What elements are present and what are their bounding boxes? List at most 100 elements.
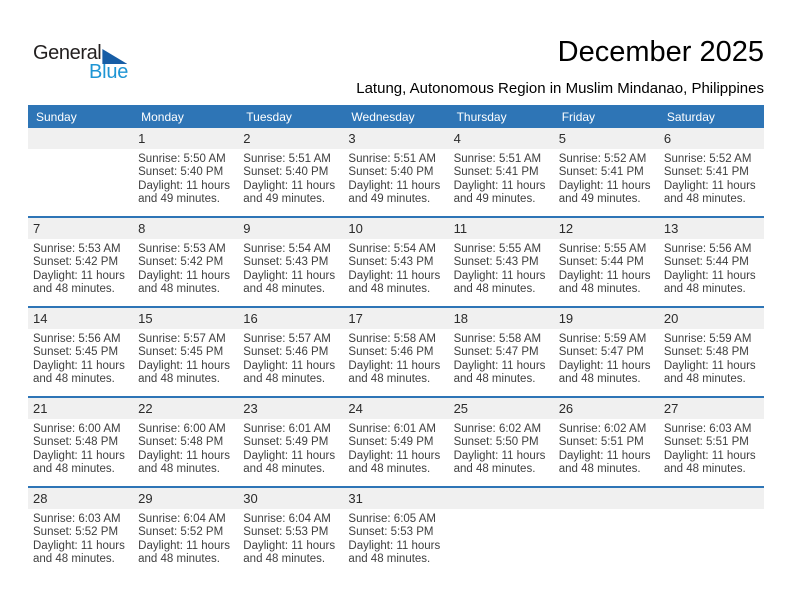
- day-details: Sunrise: 5:51 AM Sunset: 5:40 PM Daylight:…: [343, 149, 448, 207]
- sunrise-text: Sunrise: 6:04 AM: [243, 513, 331, 525]
- sunrise-text: Sunrise: 5:59 AM: [663, 333, 752, 345]
- daylight-b-text: and 48 minutes.: [138, 553, 220, 566]
- day-details: Sunrise: 6:03 AM Sunset: 5:52 PM Daylight:…: [28, 509, 133, 567]
- calendar-week-row: 28 Sunrise: 6:03 AM Sunset: 5:52 PM Dayligh…: [28, 486, 764, 568]
- day-number: 9: [238, 218, 344, 239]
- day-cell-31: 31 Sunrise: 6:05 AM Sunset: 5:53 PM Dayligh…: [343, 488, 449, 568]
- day-details: Sunrise: 6:04 AM Sunset: 5:53 PM Daylight:…: [238, 509, 343, 567]
- day-cell-empty: [658, 488, 764, 568]
- day-cell-19: 19 Sunrise: 5:59 AM Sunset: 5:47 PM Dayligh…: [553, 308, 659, 396]
- sunset-text: Sunset: 5:45 PM: [33, 346, 119, 359]
- daylight-b-text: and 48 minutes.: [33, 463, 115, 476]
- day-cell-5: 5 Sunrise: 5:52 AM Sunset: 5:41 PM Daylight…: [553, 128, 659, 216]
- daylight-b-text: and 48 minutes.: [243, 463, 326, 476]
- daylight-b-text: and 48 minutes.: [453, 283, 536, 296]
- daylight-b-text: and 48 minutes.: [348, 463, 431, 476]
- daylight-a-text: Daylight: 11 hours: [138, 269, 230, 282]
- day-cell-24: 24 Sunrise: 6:01 AM Sunset: 5:49 PM Dayligh…: [343, 398, 449, 486]
- daylight-a-text: Daylight: 11 hours: [558, 269, 651, 282]
- daylight-b-text: and 48 minutes.: [33, 283, 115, 296]
- day-cell-4: 4 Sunrise: 5:51 AM Sunset: 5:41 PM Daylight…: [448, 128, 554, 216]
- day-number: 12: [553, 218, 659, 239]
- sunrise-text: Sunrise: 5:51 AM: [243, 153, 331, 165]
- sunset-text: Sunset: 5:44 PM: [558, 256, 644, 269]
- day-number: 13: [658, 218, 764, 239]
- day-details: Sunrise: 5:55 AM Sunset: 5:43 PM Daylight:…: [449, 239, 554, 297]
- day-number: [28, 128, 134, 149]
- day-details: Sunrise: 5:53 AM Sunset: 5:42 PM Daylight:…: [133, 239, 238, 297]
- day-cell-27: 27 Sunrise: 6:03 AM Sunset: 5:51 PM Dayligh…: [658, 398, 764, 486]
- sunset-text: Sunset: 5:47 PM: [453, 346, 539, 359]
- day-number: 20: [658, 308, 764, 329]
- sunset-text: Sunset: 5:51 PM: [663, 436, 749, 449]
- daylight-b-text: and 48 minutes.: [453, 373, 536, 386]
- sunrise-text: Sunrise: 6:04 AM: [138, 513, 226, 525]
- daylight-b-text: and 49 minutes.: [453, 193, 536, 206]
- daylight-b-text: and 48 minutes.: [138, 463, 220, 476]
- day-cell-14: 14 Sunrise: 5:56 AM Sunset: 5:45 PM Dayligh…: [28, 308, 134, 396]
- day-number: 27: [658, 398, 764, 419]
- weekday-friday: Friday: [561, 109, 596, 124]
- weekday-wednesday: Wednesday: [351, 109, 415, 124]
- sunrise-text: Sunrise: 5:52 AM: [663, 153, 752, 165]
- sunrise-text: Sunrise: 5:54 AM: [243, 243, 331, 255]
- day-details: Sunrise: 5:58 AM Sunset: 5:47 PM Daylight:…: [449, 329, 554, 387]
- daylight-a-text: Daylight: 11 hours: [663, 269, 756, 282]
- sunset-text: Sunset: 5:41 PM: [558, 166, 644, 179]
- day-number: 21: [28, 398, 134, 419]
- calendar-week-row: 21 Sunrise: 6:00 AM Sunset: 5:48 PM Dayligh…: [28, 396, 764, 486]
- sunrise-text: Sunrise: 6:02 AM: [453, 423, 542, 435]
- day-number: 14: [28, 308, 134, 329]
- daylight-a-text: Daylight: 11 hours: [243, 449, 336, 462]
- daylight-b-text: and 48 minutes.: [558, 373, 641, 386]
- weekday-tuesday: Tuesday: [246, 109, 292, 124]
- sunset-text: Sunset: 5:41 PM: [663, 166, 749, 179]
- logo-triangle-icon: [102, 49, 128, 64]
- header-titles: December 2025 Latung, Autonomous Region …: [356, 36, 764, 97]
- day-cell-13: 13 Sunrise: 5:56 AM Sunset: 5:44 PM Dayligh…: [658, 218, 764, 306]
- sunrise-text: Sunrise: 5:59 AM: [558, 333, 647, 345]
- sunrise-text: Sunrise: 5:56 AM: [33, 333, 121, 345]
- day-details: Sunrise: 5:59 AM Sunset: 5:47 PM Daylight:…: [554, 329, 659, 387]
- sunrise-text: Sunrise: 6:02 AM: [558, 423, 647, 435]
- day-cell-18: 18 Sunrise: 5:58 AM Sunset: 5:47 PM Dayligh…: [448, 308, 554, 396]
- daylight-a-text: Daylight: 11 hours: [138, 539, 230, 552]
- day-number: 5: [553, 128, 659, 149]
- day-cell-10: 10 Sunrise: 5:54 AM Sunset: 5:43 PM Dayligh…: [343, 218, 449, 306]
- daylight-a-text: Daylight: 11 hours: [348, 269, 441, 282]
- weekday-header-row: Sunday Monday Tuesday Wednesday Thursday…: [28, 105, 764, 128]
- day-number: 7: [28, 218, 134, 239]
- day-number: 28: [28, 488, 134, 509]
- daylight-b-text: and 48 minutes.: [663, 283, 746, 296]
- sunrise-text: Sunrise: 6:03 AM: [663, 423, 752, 435]
- sunset-text: Sunset: 5:40 PM: [138, 166, 224, 179]
- sunset-text: Sunset: 5:47 PM: [558, 346, 644, 359]
- sunset-text: Sunset: 5:46 PM: [348, 346, 434, 359]
- day-details: Sunrise: 5:54 AM Sunset: 5:43 PM Daylight:…: [238, 239, 343, 297]
- location-subtitle: Latung, Autonomous Region in Muslim Mind…: [356, 80, 764, 97]
- daylight-a-text: Daylight: 11 hours: [558, 449, 651, 462]
- daylight-a-text: Daylight: 11 hours: [138, 179, 230, 192]
- day-cell-2: 2 Sunrise: 5:51 AM Sunset: 5:40 PM Daylight…: [238, 128, 344, 216]
- daylight-a-text: Daylight: 11 hours: [453, 269, 546, 282]
- sunrise-text: Sunrise: 5:53 AM: [33, 243, 121, 255]
- daylight-b-text: and 48 minutes.: [558, 283, 641, 296]
- daylight-a-text: Daylight: 11 hours: [663, 449, 756, 462]
- day-number: 15: [133, 308, 239, 329]
- day-details: Sunrise: 6:01 AM Sunset: 5:49 PM Daylight:…: [238, 419, 343, 477]
- daylight-a-text: Daylight: 11 hours: [138, 449, 230, 462]
- day-details: [554, 509, 659, 513]
- sunset-text: Sunset: 5:53 PM: [348, 526, 434, 539]
- daylight-b-text: and 48 minutes.: [33, 553, 115, 566]
- sunset-text: Sunset: 5:52 PM: [33, 526, 119, 539]
- day-cell-15: 15 Sunrise: 5:57 AM Sunset: 5:45 PM Dayligh…: [133, 308, 239, 396]
- daylight-b-text: and 49 minutes.: [138, 193, 220, 206]
- sunrise-text: Sunrise: 6:01 AM: [348, 423, 436, 435]
- logo-text-blue: Blue: [89, 61, 129, 83]
- day-details: Sunrise: 6:04 AM Sunset: 5:52 PM Daylight:…: [133, 509, 238, 567]
- daylight-b-text: and 48 minutes.: [138, 283, 220, 296]
- sunrise-text: Sunrise: 6:00 AM: [33, 423, 121, 435]
- day-cell-9: 9 Sunrise: 5:54 AM Sunset: 5:43 PM Daylight…: [238, 218, 344, 306]
- sunrise-text: Sunrise: 6:01 AM: [243, 423, 331, 435]
- daylight-a-text: Daylight: 11 hours: [33, 269, 125, 282]
